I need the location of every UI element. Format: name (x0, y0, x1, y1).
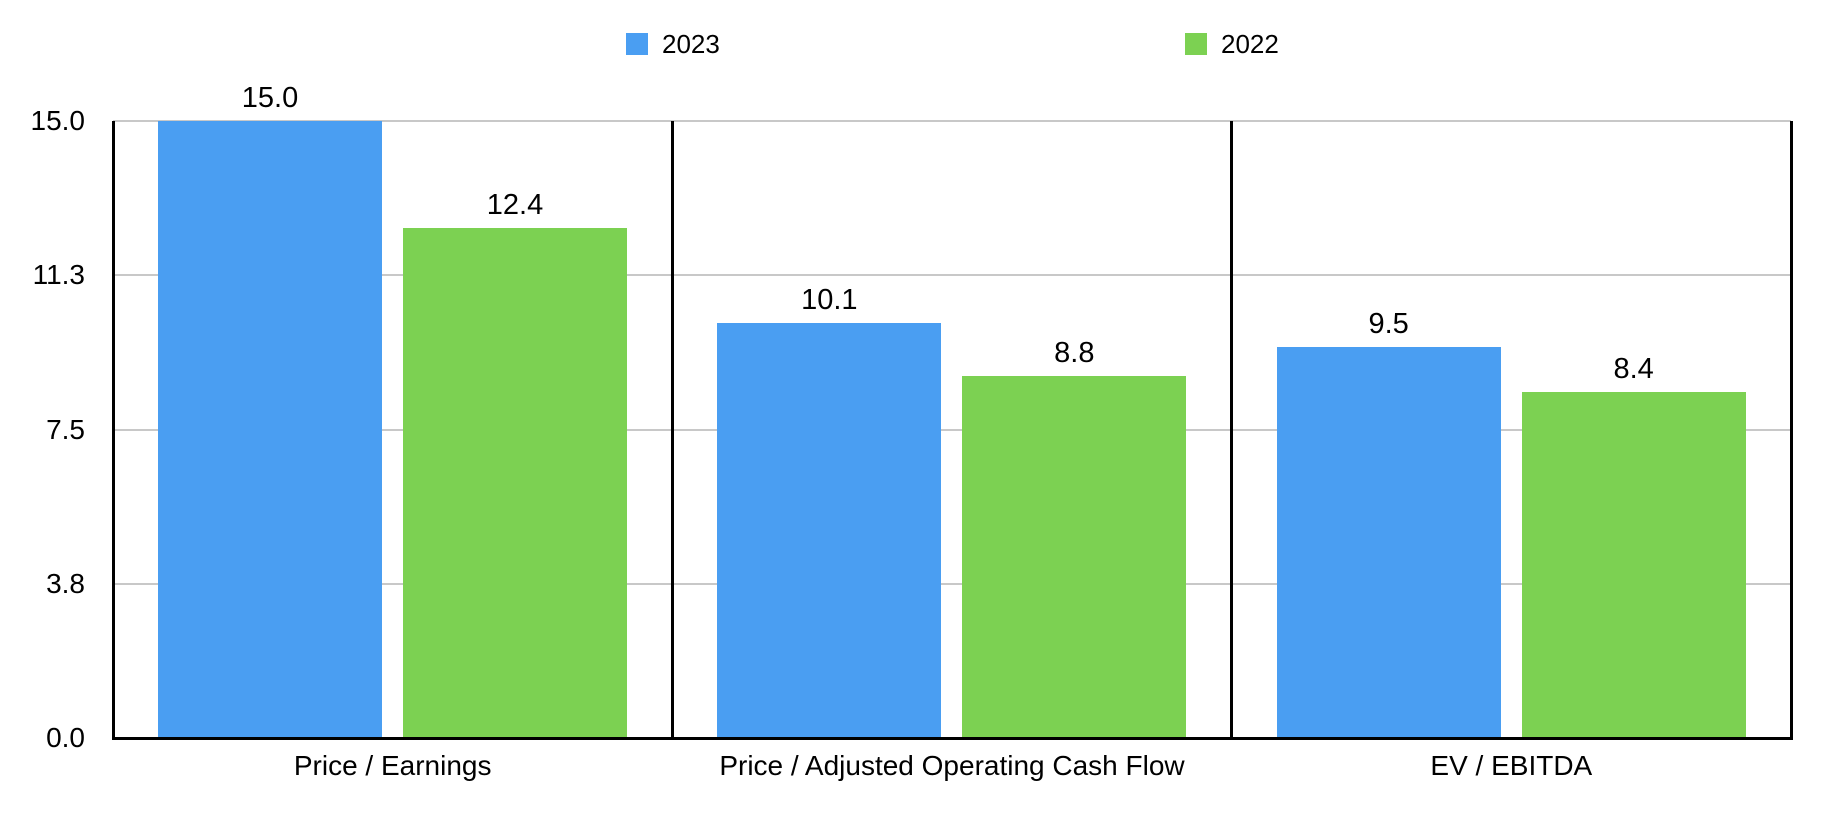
plot-area: 15.0 12.4 10.1 8.8 9.5 8.4 (111, 82, 1793, 740)
y-axis-tick-label: 15.0 (30, 105, 86, 136)
panel-separator (1230, 121, 1234, 738)
legend-swatch-2023 (626, 33, 648, 55)
bar-value-label: 9.5 (1368, 308, 1409, 341)
bar-2022 (403, 227, 627, 738)
plot-right-border (1789, 121, 1793, 740)
y-axis-tick-label: 3.8 (46, 567, 85, 599)
gridline (113, 582, 1791, 585)
legend-label-2022: 2022 (1221, 29, 1279, 59)
gridline (113, 428, 1791, 431)
panel-separator (670, 121, 674, 738)
y-axis-tick-label: 11.3 (32, 259, 85, 291)
y-axis-tick-label: 7.5 (46, 413, 85, 445)
bar-2023 (717, 322, 942, 738)
bar-value-label: 8.4 (1613, 353, 1654, 386)
category-label: Price / Adjusted Operating Cash Flow (719, 750, 1185, 781)
y-axis-line (111, 121, 115, 740)
gridline (113, 274, 1791, 277)
x-axis-line (111, 736, 1793, 740)
bar-2023 (158, 121, 382, 738)
bar-value-label: 15.0 (241, 82, 299, 114)
bar-value-label: 12.4 (486, 188, 544, 221)
legend-swatch-2022 (1185, 33, 1207, 55)
bar-2022 (962, 376, 1187, 738)
category-label: EV / EBITDA (1430, 750, 1593, 781)
bar-2023 (1276, 347, 1501, 738)
category-label: Price / Earnings (293, 750, 492, 781)
legend-item-2023: 2023 (626, 31, 720, 57)
y-axis-tick-label: 0.0 (46, 722, 85, 753)
bar-value-label: 10.1 (801, 283, 858, 316)
bar-2022 (1521, 392, 1746, 738)
legend-item-2022: 2022 (1185, 31, 1279, 57)
bar-value-label: 8.8 (1054, 337, 1095, 370)
legend-label-2023: 2023 (662, 29, 720, 59)
gridline (113, 120, 1791, 122)
